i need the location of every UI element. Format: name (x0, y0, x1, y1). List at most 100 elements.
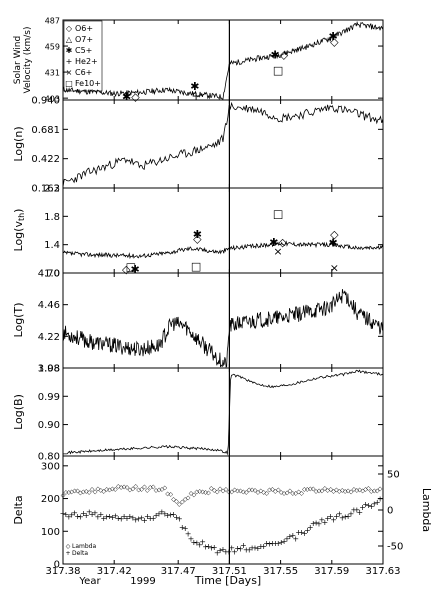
species-marker: □ (273, 64, 283, 77)
lambda-point: ◇ (139, 486, 144, 493)
delta-point: + (333, 512, 340, 521)
lambda-point: ◇ (131, 485, 136, 492)
x-tick-label: 317.38 (46, 566, 81, 577)
y-tick-label: 431 (45, 69, 60, 78)
delta-point: + (179, 523, 186, 532)
delta-point: + (159, 508, 166, 517)
lambda-point: ◇ (215, 489, 220, 496)
legend-label: C5+ (75, 46, 92, 55)
lambda-point: ◇ (349, 488, 354, 495)
lambda-point: ◇ (302, 486, 307, 493)
lambda-point: ◇ (369, 488, 374, 495)
delta-point: + (351, 506, 358, 515)
delta-point: + (295, 528, 302, 537)
delta-point: + (255, 544, 262, 553)
lambda-point: ◇ (165, 490, 170, 497)
series-velocity (62, 20, 384, 101)
delta-point: + (310, 519, 317, 528)
x-tick-label: 317.63 (366, 566, 401, 577)
lambda-point: ◇ (122, 483, 127, 490)
delta-point: + (135, 514, 142, 523)
delta-point: + (121, 512, 128, 521)
lambda-point: ◇ (148, 484, 153, 491)
ylabel-bfield: Log(B) (12, 394, 25, 430)
delta-point: + (371, 500, 378, 509)
legend-symbol: △ (66, 35, 73, 44)
lambda-point: ◇ (378, 486, 383, 493)
delta-point: + (132, 516, 139, 525)
delta-point: + (208, 543, 215, 552)
y-tick-label: 1.08 (38, 364, 60, 375)
series-temperature (62, 289, 384, 368)
species-marker: ◇ (330, 228, 339, 241)
delta-point: + (118, 515, 125, 524)
lambda-point: ◇ (229, 488, 234, 495)
lambda-point: ◇ (104, 486, 109, 493)
y-tick-label: 487 (45, 17, 60, 26)
delta-point: + (301, 529, 308, 538)
lambda-point: ◇ (133, 483, 138, 490)
lambda-point: ◇ (218, 486, 223, 493)
lambda-point: ◇ (293, 490, 298, 497)
delta-point: + (205, 542, 212, 551)
lambda-point: ◇ (61, 492, 66, 499)
lambda-point: ◇ (180, 499, 185, 506)
delta-point: + (374, 498, 381, 507)
y-right-tick-label: 50 (387, 470, 400, 481)
lambda-point: ◇ (110, 486, 115, 493)
lambda-point: ◇ (160, 486, 165, 493)
y-tick-label: 1.8 (44, 212, 60, 223)
delta-point: + (330, 515, 337, 524)
delta-point: + (193, 539, 200, 548)
y-tick-label: 300 (41, 461, 60, 472)
species-marker: ◇ (330, 35, 339, 48)
y-tick-label: 4.46 (38, 300, 60, 311)
delta-point: + (109, 513, 116, 522)
x-tick-label: 317.51 (212, 566, 247, 577)
lambda-point: ◇ (168, 491, 173, 498)
plot-content: 317.38 317.42 317.47 317.51 317.55 317.59 317.… (31, 17, 403, 578)
legend-label: O7+ (75, 35, 93, 44)
delta-point: + (106, 512, 113, 521)
delta-point: + (202, 543, 209, 552)
delta-point: + (249, 544, 256, 553)
lambda-point: ◇ (206, 489, 211, 496)
y-tick-label: 0.940 (31, 96, 60, 107)
delta-point: + (150, 514, 157, 523)
species-marker: ◇✱ (122, 263, 140, 276)
lambda-point: ◇ (99, 487, 104, 494)
lambda-point: ◇ (195, 489, 200, 496)
y-right-tick-label: 0 (387, 506, 393, 517)
lambda-point: ◇ (247, 486, 252, 493)
lambda-point: ◇ (264, 490, 269, 497)
legend-label: Lambda (72, 543, 96, 550)
lambda-point: ◇ (232, 486, 237, 493)
species-marker: ✱ (190, 80, 199, 93)
delta-point: + (103, 513, 110, 522)
lambda-point: ◇ (200, 488, 205, 495)
species-marker: × (273, 245, 282, 258)
y-tick-label: 403 (45, 95, 60, 104)
delta-point: + (368, 502, 375, 511)
delta-point: + (92, 509, 99, 518)
y-tick-label: 1.0 (44, 269, 60, 280)
lambda-point: ◇ (253, 487, 258, 494)
lambda-point: ◇ (64, 489, 69, 496)
species-marker: × (330, 261, 339, 274)
delta-point: + (266, 539, 273, 548)
lambda-point: ◇ (119, 484, 124, 491)
lambda-point: ◇ (337, 488, 342, 495)
delta-point: + (298, 528, 305, 537)
ylabel-vth: Log(vth) (12, 209, 26, 252)
ylabel-lambda: Lambda (420, 488, 432, 532)
lambda-point: ◇ (90, 486, 95, 493)
delta-point: + (313, 519, 320, 528)
lambda-point: ◇ (69, 488, 74, 495)
lambda-point: ◇ (308, 485, 313, 492)
legend-label: Delta (72, 550, 88, 557)
lambda-point: ◇ (128, 486, 133, 493)
y-tick-label: 0.80 (38, 452, 60, 463)
lambda-point: ◇ (84, 488, 89, 495)
lambda-point: ◇ (221, 488, 226, 495)
lambda-point: ◇ (75, 487, 80, 494)
